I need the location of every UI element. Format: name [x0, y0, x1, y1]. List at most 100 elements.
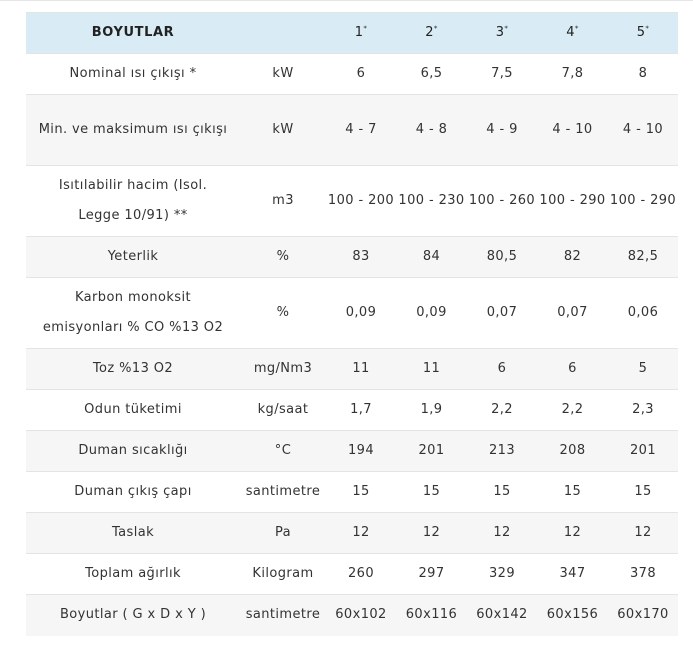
- row-unit: °C: [240, 430, 326, 472]
- row-unit: kW: [240, 53, 326, 95]
- table-row: Duman sıcaklığı °C 194 201 213 208 201: [26, 430, 678, 472]
- row-label: Nominal ısı çıkışı *: [26, 53, 240, 95]
- value-cell-size-3: 329: [467, 553, 537, 595]
- value-cell-size-5: 82,5: [608, 236, 678, 278]
- header-size-4: 4*: [537, 12, 608, 54]
- value-cell-size-2: 84: [396, 236, 467, 278]
- value-cell-size-2: 201: [396, 430, 467, 472]
- table-row: Duman çıkış çapı santimetre 15 15 15 15 15: [26, 471, 678, 513]
- value-cell-size-1: 100 - 200: [326, 165, 396, 237]
- table-row: Isıtılabilir hacim (Isol. Legge 10/91) *…: [26, 165, 678, 237]
- value-cell-size-4: 0,07: [537, 277, 608, 349]
- value-cell-size-5: 378: [608, 553, 678, 595]
- value-cell-size-3: 6: [467, 348, 537, 390]
- value-cell-size-2: 0,09: [396, 277, 467, 349]
- table-header-row: BOYUTLAR 1* 2* 3* 4* 5*: [26, 12, 678, 54]
- value-cell-size-1: 4 - 7: [326, 94, 396, 166]
- value-cell-size-1: 260: [326, 553, 396, 595]
- value-cell-size-5: 8: [608, 53, 678, 95]
- value-cell-size-2: 4 - 8: [396, 94, 467, 166]
- value-cell-size-2: 12: [396, 512, 467, 554]
- table-row: Odun tüketimi kg/saat 1,7 1,9 2,2 2,2 2,3: [26, 389, 678, 431]
- value-cell-size-3: 80,5: [467, 236, 537, 278]
- value-cell-size-1: 15: [326, 471, 396, 513]
- table-row: Yeterlik% 83 84 80,5 82 82,5: [26, 236, 678, 278]
- row-label: Taslak: [26, 512, 240, 554]
- row-label: Yeterlik: [26, 236, 240, 278]
- value-cell-size-2: 11: [396, 348, 467, 390]
- row-label: Boyutlar ( G x D x Y ): [26, 594, 240, 636]
- row-label: Min. ve maksimum ısı çıkışı: [26, 94, 240, 166]
- size-mark: *: [504, 24, 509, 33]
- specifications-table: BOYUTLAR 1* 2* 3* 4* 5* Nominal ısı çıkı…: [26, 12, 678, 636]
- value-cell-size-2: 6,5: [396, 53, 467, 95]
- value-cell-size-3: 100 - 260: [467, 165, 537, 237]
- value-cell-size-2: 100 - 230: [396, 165, 467, 237]
- value-cell-size-1: 0,09: [326, 277, 396, 349]
- row-label: Toplam ağırlık: [26, 553, 240, 595]
- value-cell-size-5: 100 - 290: [608, 165, 678, 237]
- value-cell-size-2: 297: [396, 553, 467, 595]
- header-unit: [240, 12, 326, 54]
- header-size-2: 2*: [396, 12, 467, 54]
- value-cell-size-3: 0,07: [467, 277, 537, 349]
- value-cell-size-3: 4 - 9: [467, 94, 537, 166]
- header-size-1: 1*: [326, 12, 396, 54]
- size-mark: *: [363, 24, 368, 33]
- row-unit: Kilogram: [240, 553, 326, 595]
- value-cell-size-3: 12: [467, 512, 537, 554]
- value-cell-size-3: 60x142: [467, 594, 537, 636]
- row-label: Duman çıkış çapı: [26, 471, 240, 513]
- value-cell-size-4: 4 - 10: [537, 94, 608, 166]
- value-cell-size-4: 15: [537, 471, 608, 513]
- value-cell-size-1: 6: [326, 53, 396, 95]
- row-label: Duman sıcaklığı: [26, 430, 240, 472]
- row-unit: kW: [240, 94, 326, 166]
- value-cell-size-3: 15: [467, 471, 537, 513]
- table-row: Toplam ağırlık Kilogram 260 297 329 347 378: [26, 553, 678, 595]
- value-cell-size-4: 208: [537, 430, 608, 472]
- size-mark: *: [433, 24, 438, 33]
- value-cell-size-1: 1,7: [326, 389, 396, 431]
- value-cell-size-4: 2,2: [537, 389, 608, 431]
- value-cell-size-2: 15: [396, 471, 467, 513]
- row-unit: mg/Nm3: [240, 348, 326, 390]
- row-unit: santimetre: [240, 594, 326, 636]
- value-cell-size-4: 7,8: [537, 53, 608, 95]
- value-cell-size-5: 0,06: [608, 277, 678, 349]
- size-mark: *: [645, 24, 650, 33]
- value-cell-size-1: 194: [326, 430, 396, 472]
- value-cell-size-3: 213: [467, 430, 537, 472]
- table-row: Taslak Pa 12 12 12 12 12: [26, 512, 678, 554]
- value-cell-size-2: 60x116: [396, 594, 467, 636]
- row-unit: m3: [240, 165, 326, 237]
- row-unit: Pa: [240, 512, 326, 554]
- value-cell-size-4: 347: [537, 553, 608, 595]
- table-row: Toz %13 O2 mg/Nm3 11 11 6 6 5: [26, 348, 678, 390]
- table-row: Boyutlar ( G x D x Y ) santimetre 60x102 60…: [26, 594, 678, 636]
- value-cell-size-2: 1,9: [396, 389, 467, 431]
- row-label: Isıtılabilir hacim (Isol. Legge 10/91) *…: [26, 165, 240, 237]
- row-unit: %: [240, 236, 326, 278]
- value-cell-size-5: 201: [608, 430, 678, 472]
- value-cell-size-5: 2,3: [608, 389, 678, 431]
- row-unit: santimetre: [240, 471, 326, 513]
- header-size-3: 3*: [467, 12, 537, 54]
- top-divider: [0, 0, 693, 1]
- header-size-5: 5*: [608, 12, 678, 54]
- value-cell-size-5: 60x170: [608, 594, 678, 636]
- row-label: Toz %13 O2: [26, 348, 240, 390]
- value-cell-size-3: 2,2: [467, 389, 537, 431]
- value-cell-size-4: 100 - 290: [537, 165, 608, 237]
- value-cell-size-5: 4 - 10: [608, 94, 678, 166]
- row-label: Odun tüketimi: [26, 389, 240, 431]
- value-cell-size-4: 6: [537, 348, 608, 390]
- row-unit: %: [240, 277, 326, 349]
- table-row: Nominal ısı çıkışı * kW 6 6,5 7,5 7,8 8: [26, 53, 678, 95]
- row-label: Karbon monoksit emisyonları % CO %13 O2: [26, 277, 240, 349]
- table-row: Karbon monoksit emisyonları % CO %13 O2%…: [26, 277, 678, 349]
- value-cell-size-5: 15: [608, 471, 678, 513]
- header-title: BOYUTLAR: [26, 12, 240, 54]
- size-mark: *: [574, 24, 579, 33]
